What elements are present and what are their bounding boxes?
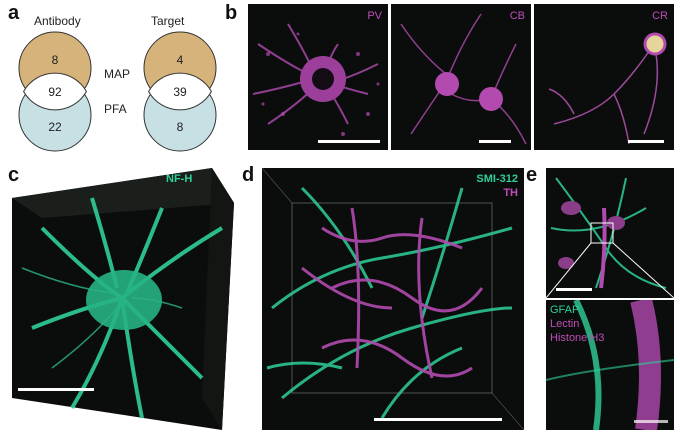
venn-target-both: 39: [173, 85, 187, 99]
nfh-3d-box: [12, 168, 234, 430]
pv-neuron-drawing: [252, 23, 380, 136]
nfh-label: NF-H: [166, 173, 193, 185]
gfap-label: GFAP: [550, 304, 580, 316]
venn-target-pfa-only: 8: [176, 120, 184, 134]
panel-letter-a: a: [8, 2, 20, 24]
th-label: TH: [503, 187, 518, 199]
venn-target-overlap: [148, 72, 212, 111]
cb-label: CB: [509, 10, 525, 22]
venn-antibody-pfa-only: 22: [48, 120, 62, 134]
micrograph-smi312-th: SMI-312 TH: [262, 168, 524, 430]
cr-neuron-drawing: [548, 32, 667, 145]
panel-letter-d: d: [242, 164, 255, 186]
cb-scalebar: [479, 140, 511, 143]
cr-scalebar: [628, 140, 664, 143]
micrograph-cr: CR: [534, 4, 674, 150]
venn-antibody-map-only: 8: [51, 53, 59, 67]
pv-label: PV: [367, 10, 382, 22]
venn-antibody-overlap: [23, 72, 87, 111]
venn-antibody-both: 92: [48, 85, 62, 99]
nfh-scalebar: [18, 388, 94, 391]
cb-neuron-drawing: [400, 13, 527, 145]
micrograph-e-bottom: GFAP Lectin Histone H3: [546, 300, 674, 430]
venn-svg: [18, 31, 217, 152]
lectin-label: Lectin: [550, 318, 580, 330]
venn-map-label: MAP: [104, 67, 131, 81]
smi312-scalebar: [374, 418, 502, 421]
micrograph-e-top: [546, 168, 674, 298]
histone-h3-label: Histone H3: [550, 332, 605, 344]
panel-letter-b: b: [225, 2, 238, 24]
panel-letter-e: e: [526, 164, 538, 186]
smi312-th-drawing: [262, 168, 524, 430]
panel-letter-c: c: [8, 164, 20, 186]
pv-scalebar: [318, 140, 380, 143]
e-top-drawing: [546, 177, 674, 298]
venn-target-map-only: 4: [176, 53, 184, 67]
micrograph-nfh: NF-H: [12, 168, 234, 430]
cr-label: CR: [652, 10, 668, 22]
e-bottom-drawing: [546, 300, 674, 430]
smi312-label: SMI-312: [476, 173, 518, 185]
venn-antibody-title: Antibody: [34, 14, 81, 28]
venn-target-title: Target: [151, 14, 185, 28]
micrograph-pv: PV: [248, 4, 388, 150]
venn-pfa-label: PFA: [104, 102, 127, 116]
micrograph-cb: CB: [391, 4, 531, 150]
